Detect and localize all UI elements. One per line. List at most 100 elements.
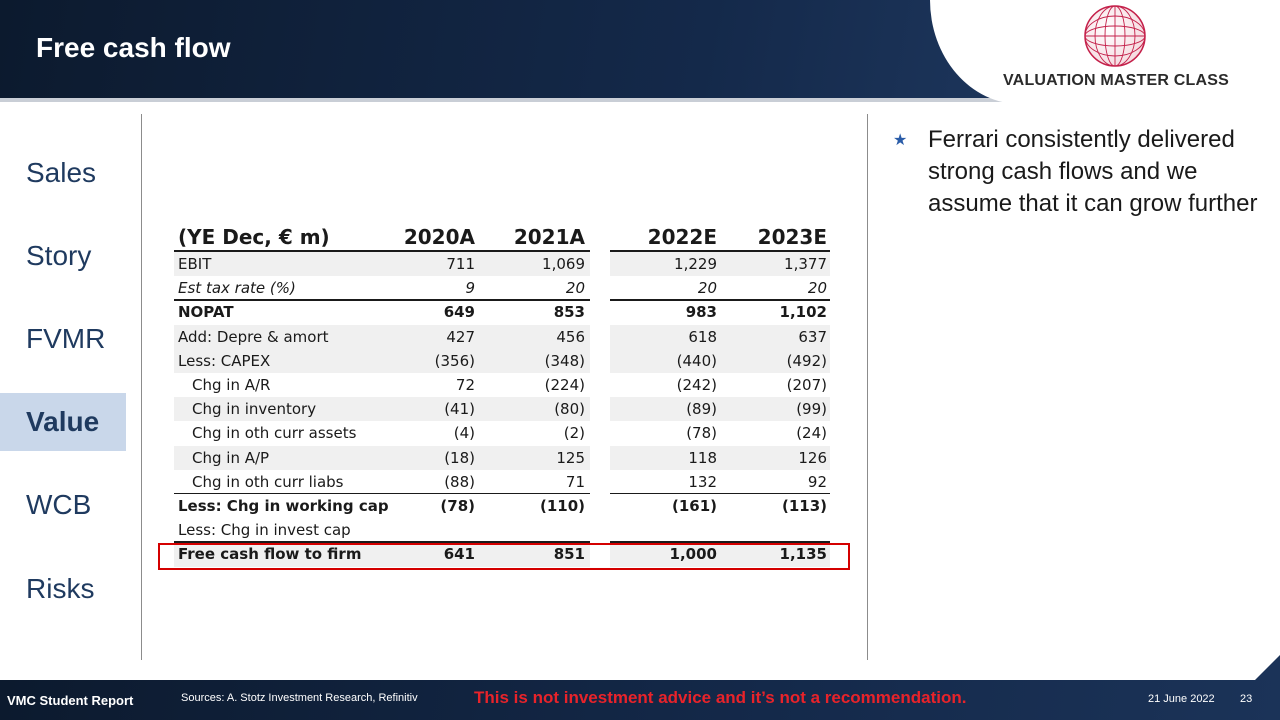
row-value: (440) bbox=[676, 351, 717, 370]
table-row: Chg in A/R 72 (224) (242) (207) bbox=[174, 373, 834, 397]
table-row: NOPAT 649 853 983 1,102 bbox=[174, 300, 834, 324]
row-shading bbox=[610, 348, 830, 373]
row-value bbox=[495, 518, 585, 542]
table-rule bbox=[610, 250, 830, 252]
globe-logo-icon bbox=[1084, 5, 1146, 67]
report-date: 21 June 2022 bbox=[1148, 693, 1215, 705]
row-value: 851 bbox=[553, 545, 585, 564]
row-shading bbox=[174, 348, 590, 373]
row-value: (356) bbox=[434, 351, 475, 370]
table-row: Chg in oth curr assets (4) (2) (78) (24) bbox=[174, 421, 834, 445]
sidebar-item-sales[interactable]: Sales bbox=[26, 157, 97, 188]
row-label: NOPAT bbox=[178, 303, 234, 322]
row-value: 20 bbox=[807, 279, 827, 298]
row-label: Chg in oth curr liabs bbox=[192, 472, 344, 491]
row-value: 427 bbox=[446, 327, 475, 346]
table-header-row: (YE Dec, € m) 2020A 2021A 2022E 2023E bbox=[174, 222, 834, 249]
row-value: (78) bbox=[440, 497, 475, 515]
row-value: (242) bbox=[676, 376, 717, 394]
row-value: 126 bbox=[798, 448, 827, 467]
page-title: Free cash flow bbox=[36, 32, 231, 63]
row-shading bbox=[174, 252, 590, 277]
row-label: Chg in oth curr assets bbox=[192, 424, 357, 443]
row-label: Est tax rate (%) bbox=[178, 279, 296, 298]
sidebar-item-wcb[interactable]: WCB bbox=[26, 489, 92, 520]
table-rule bbox=[174, 541, 590, 543]
row-value bbox=[627, 518, 717, 542]
sidebar-item-risks[interactable]: Risks bbox=[26, 573, 95, 604]
row-value: (161) bbox=[671, 497, 717, 515]
row-value: 983 bbox=[685, 303, 717, 322]
panel-divider bbox=[867, 114, 868, 660]
row-shading bbox=[610, 542, 830, 567]
row-shading bbox=[610, 397, 830, 422]
column-header: 2023E bbox=[757, 225, 827, 249]
table-rule bbox=[174, 250, 590, 252]
row-value: 125 bbox=[556, 448, 585, 467]
row-value: (99) bbox=[796, 400, 827, 419]
table-rule bbox=[610, 299, 830, 301]
report-name: VMC Student Report bbox=[7, 693, 134, 708]
star-bullet-icon: ★ bbox=[893, 132, 908, 149]
sources-text: Sources: A. Stotz Investment Research, R… bbox=[181, 692, 418, 704]
row-value: 92 bbox=[807, 472, 827, 491]
row-shading bbox=[174, 542, 590, 567]
table-row: Est tax rate (%) 9 20 20 20 bbox=[174, 276, 834, 300]
row-label: Chg in inventory bbox=[192, 400, 317, 419]
row-value: 637 bbox=[798, 327, 827, 346]
brand-name: VALUATION MASTER CLASS bbox=[1003, 72, 1230, 89]
row-value: (18) bbox=[444, 448, 475, 467]
sidebar-divider bbox=[141, 114, 142, 660]
row-shading bbox=[174, 324, 590, 349]
sidebar-item-value[interactable]: Value bbox=[0, 393, 126, 451]
row-label: Less: Chg in invest cap bbox=[178, 521, 351, 540]
table-row: Chg in inventory (41) (80) (89) (99) bbox=[174, 397, 834, 422]
row-shading bbox=[174, 397, 590, 422]
row-value: (41) bbox=[444, 400, 475, 419]
row-value: 1,000 bbox=[669, 545, 717, 564]
column-header: 2020A bbox=[403, 225, 475, 249]
row-label: Add: Depre & amort bbox=[178, 327, 329, 346]
row-value: 1,377 bbox=[784, 255, 827, 273]
table-row: Chg in A/P (18) 125 118 126 bbox=[174, 445, 834, 470]
table-row: Less: Chg in working cap (78) (110) (161) (1… bbox=[174, 494, 834, 518]
row-value: (113) bbox=[781, 497, 827, 515]
table-row: Less: Chg in invest cap bbox=[174, 518, 834, 542]
row-value: 9 bbox=[465, 279, 475, 298]
table-rule bbox=[174, 299, 590, 301]
table-row: Free cash flow to firm 641 851 1,000 1,135 bbox=[174, 542, 834, 567]
row-value: (110) bbox=[539, 497, 585, 515]
row-label: Chg in A/R bbox=[192, 376, 271, 394]
row-value: (2) bbox=[563, 424, 585, 443]
column-header: 2022E bbox=[647, 225, 717, 249]
row-value: 20 bbox=[565, 279, 585, 298]
row-value: (348) bbox=[544, 351, 585, 370]
table-row: Chg in oth curr liabs (88) 71 132 92 bbox=[174, 470, 834, 494]
commentary-text: Ferrari consistently delivered strong ca… bbox=[928, 126, 1258, 217]
disclaimer-text: This is not investment advice and it’s n… bbox=[474, 688, 967, 707]
column-header: 2021A bbox=[513, 225, 585, 249]
row-value: 456 bbox=[556, 327, 585, 346]
row-value: 20 bbox=[697, 279, 717, 298]
row-value bbox=[385, 518, 475, 542]
table-rule bbox=[610, 493, 830, 495]
row-shading bbox=[174, 445, 590, 470]
row-label: Less: Chg in working cap bbox=[178, 497, 389, 515]
sidebar-item-fvmr[interactable]: FVMR bbox=[26, 323, 106, 354]
row-value: 641 bbox=[443, 545, 475, 564]
row-shading bbox=[610, 252, 830, 277]
row-value bbox=[737, 518, 827, 542]
fcf-highlight-box bbox=[158, 543, 850, 570]
row-value: 1,069 bbox=[542, 255, 585, 273]
sidebar-item-story[interactable]: Story bbox=[26, 240, 92, 271]
row-value: (88) bbox=[444, 472, 475, 491]
row-value: 118 bbox=[688, 448, 717, 467]
row-value: 853 bbox=[553, 303, 585, 322]
row-value: 1,135 bbox=[779, 545, 827, 564]
row-value: 1,102 bbox=[779, 303, 827, 322]
row-shading bbox=[610, 445, 830, 470]
table-rule bbox=[174, 493, 590, 495]
brand-logo: VALUATION MASTER CLASS bbox=[930, 0, 1280, 104]
row-value: (207) bbox=[786, 376, 827, 394]
table-header-label: (YE Dec, € m) bbox=[178, 225, 330, 249]
